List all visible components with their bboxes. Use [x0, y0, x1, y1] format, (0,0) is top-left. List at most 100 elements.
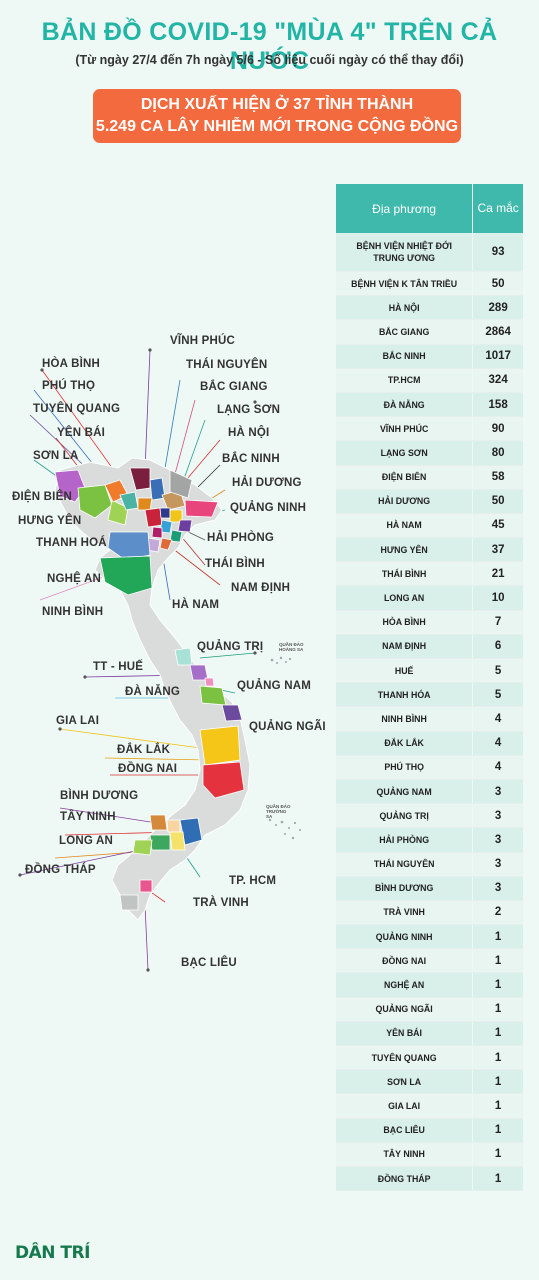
map-label-long-an: LONG AN	[59, 835, 113, 847]
province-vinh-phuc	[137, 497, 153, 511]
table-row: HẢI DƯƠNG 50	[336, 489, 523, 514]
map-label-ninh-binh: NINH BÌNH	[42, 606, 104, 618]
cell-cases: 1	[472, 973, 523, 997]
cell-province: ĐÀ NẴNG	[383, 399, 425, 410]
cell-province: BỆNH VIỆN K TÂN TRIỀU	[351, 278, 458, 289]
table-row: BẮC NINH 1017	[336, 344, 523, 369]
cell-province: ĐIỆN BIÊN	[381, 472, 427, 483]
cell-cases: 3	[472, 804, 523, 828]
province-tuyen-quang	[129, 467, 151, 491]
table-row: NINH BÌNH 4	[336, 707, 523, 732]
table-header: Địa phương Ca mắc	[336, 184, 523, 233]
table-row: QUẢNG NINH 1	[336, 925, 523, 950]
banner-line-cases: 5.249 CA LÂY NHIỄM MỚI TRONG CỘNG ĐỒNG	[95, 118, 459, 135]
table-row: HƯNG YÊN 37	[336, 538, 523, 563]
map-label-dien-bien: ĐIỆN BIÊN	[12, 491, 72, 503]
col-header-province: Địa phương	[372, 201, 437, 216]
cell-province: NAM ĐỊNH	[382, 641, 427, 652]
map-label-bac-giang: BẮC GIANG	[200, 381, 268, 393]
islands	[268, 656, 301, 840]
table-row: ĐỒNG NAI 1	[336, 949, 523, 974]
page-title: BẢN ĐỒ COVID-19 "MÙA 4" TRÊN CẢ NƯỚC	[41, 18, 498, 75]
cell-cases: 2864	[472, 320, 523, 344]
table-row: TP.HCM 324	[336, 368, 523, 393]
cell-province: QUẢNG NINH	[375, 931, 433, 942]
table-row: SƠN LA 1	[336, 1070, 523, 1095]
cell-province: LONG AN	[384, 593, 425, 604]
province-lang-son	[169, 469, 193, 499]
map-label-tay-ninh: TÂY NINH	[60, 811, 116, 823]
map-label-dong-thap: ĐỒNG THÁP	[25, 864, 96, 876]
table-row: PHÚ THỌ 4	[336, 755, 523, 780]
table-row: QUẢNG TRỊ 3	[336, 804, 523, 829]
table-row: THÁI BÌNH 21	[336, 562, 523, 587]
col-header-cases: Ca mắc	[472, 184, 523, 233]
cell-cases: 2	[472, 900, 523, 925]
cell-cases: 3	[472, 876, 523, 900]
province-ha-noi	[144, 507, 163, 528]
table-row: BÌNH DƯƠNG 3	[336, 876, 523, 901]
cell-cases: 6	[472, 634, 523, 658]
cell-cases: 5	[472, 683, 523, 707]
province-tay-ninh	[149, 814, 168, 831]
province-shapes	[54, 467, 245, 911]
cell-cases: 7	[472, 610, 523, 634]
table-row: VĨNH PHÚC 90	[336, 417, 523, 442]
cell-province: TÂY NINH	[383, 1149, 425, 1160]
map-label-binh-duong: BÌNH DƯƠNG	[60, 790, 139, 802]
map-label-son-la: SƠN LA	[33, 450, 79, 462]
table-row: BỆNH VIỆN NHIỆT ĐỚI TRUNG ƯƠNG 93	[336, 233, 523, 272]
table-row: ĐỒNG THÁP 1	[336, 1166, 523, 1192]
table-row: ĐIỆN BIÊN 58	[336, 465, 523, 490]
cell-cases: 324	[472, 368, 523, 392]
table-row: ĐÀ NẴNG 158	[336, 392, 523, 418]
table-row: BẠC LIÊU 1	[336, 1118, 523, 1143]
cell-cases: 1	[472, 1142, 523, 1166]
cell-province: BỆNH VIỆN NHIỆT ĐỚI TRUNG ƯƠNG	[356, 241, 452, 263]
map-label-thai-binh: THÁI BÌNH	[205, 558, 265, 570]
cell-province: YÊN BÁI	[386, 1028, 422, 1039]
cell-cases: 1017	[472, 344, 523, 368]
cell-cases: 1	[472, 949, 523, 973]
table-row: TUYÊN QUANG 1	[336, 1046, 523, 1071]
province-tra-vinh	[139, 879, 153, 893]
cell-cases: 3	[472, 852, 523, 876]
map-label-bac-ninh: BẮC NINH	[222, 453, 280, 465]
cell-province: HẢI PHÒNG	[379, 834, 430, 845]
cell-cases: 1	[472, 1094, 523, 1118]
province-long-an	[149, 834, 171, 851]
cell-cases: 289	[472, 296, 523, 320]
cell-cases: 158	[472, 392, 523, 417]
cell-province: HUẾ	[394, 665, 414, 676]
map-label-vinh-phuc: VĨNH PHÚC	[170, 335, 236, 347]
map-label-dak-lak: ĐẮK LẮK	[117, 744, 171, 756]
table-row: BẮC GIANG 2864	[336, 320, 523, 345]
cell-cases: 90	[472, 417, 523, 441]
map-label-tp-hcm: TP. HCM	[229, 875, 277, 887]
cell-province: THÁI BÌNH	[381, 568, 427, 579]
summary-banner: DỊCH XUẤT HIỆN Ở 37 TỈNH THÀNH 5.249 CA …	[93, 89, 461, 143]
map-label-thanh-hoa: THANH HOÁ	[36, 537, 107, 549]
map-label-ha-nam: HÀ NAM	[172, 599, 220, 611]
map-label-bac-lieu: BẠC LIÊU	[181, 957, 237, 969]
cell-cases: 1	[472, 1070, 523, 1094]
cell-cases: 1	[472, 1118, 523, 1142]
map-label-dong-nai: ĐỒNG NAI	[118, 763, 178, 775]
map-label-hoa-binh: HÒA BÌNH	[42, 358, 101, 370]
cell-province: BẠC LIÊU	[383, 1125, 425, 1136]
province-dak-lak	[202, 761, 245, 799]
province-nam-dinh	[159, 537, 173, 551]
map-label-da-nang: ĐÀ NẴNG	[125, 686, 181, 698]
cell-province: HÒA BÌNH	[382, 617, 426, 628]
table-row: HÒA BÌNH 7	[336, 610, 523, 635]
map-label-hai-duong: HẢI DƯƠNG	[232, 477, 302, 489]
cell-province: THANH HÓA	[377, 689, 431, 700]
map-label-nghe-an: NGHỆ AN	[47, 573, 102, 585]
table-row: HẢI PHÒNG 3	[336, 828, 523, 853]
province-bac-lieu	[119, 894, 139, 911]
table-body: BỆNH VIỆN NHIỆT ĐỚI TRUNG ƯƠNG 93 BỆNH VIỆ…	[336, 233, 523, 1192]
cell-province: QUẢNG NGÃI	[375, 1004, 433, 1015]
table-row: TÂY NINH 1	[336, 1142, 523, 1167]
vietnam-map: VĨNH PHÚC THÁI NGUYÊN BẮC GIANG LẠNG SƠN…	[0, 320, 335, 1000]
table-row: YÊN BÁI 1	[336, 1021, 523, 1046]
